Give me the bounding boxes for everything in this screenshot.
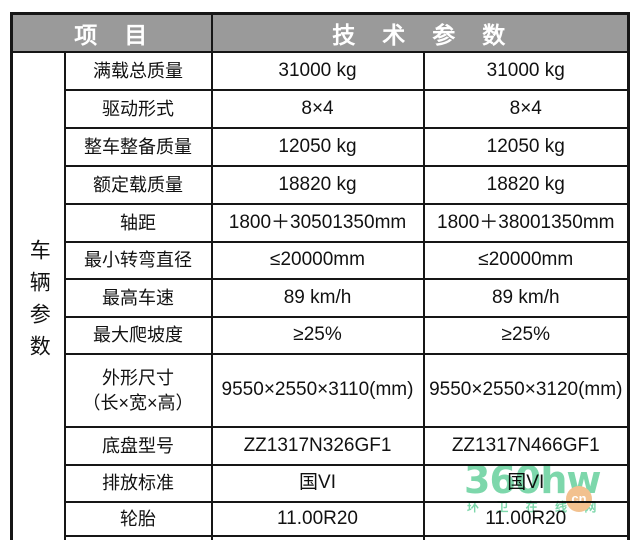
spec-value-1: ≤20000mm xyxy=(210,241,425,280)
header-item: 项 目 xyxy=(10,12,213,53)
spec-label: 驱动形式 xyxy=(63,89,213,129)
spec-row: 最小转弯直径 ≤20000mm ≤20000mm xyxy=(12,241,630,280)
spec-row: 轴距 1800＋30501350mm 1800＋38001350mm xyxy=(12,203,630,243)
spec-row: 外形尺寸 （长×宽×高） 9550×2550×3110(mm) 9550×2550×… xyxy=(12,353,630,428)
spec-value-1: 12050 kg xyxy=(210,127,425,167)
spec-value-2: 12050 kg xyxy=(422,127,630,167)
spec-label: 最小转弯直径 xyxy=(63,241,213,280)
spec-row: 整车整备质量 12050 kg 12050 kg xyxy=(12,127,630,167)
spec-value-2: ≤20000mm xyxy=(422,241,630,280)
header-row: 项 目 技 术 参 数 xyxy=(10,12,630,53)
spec-label: 底盘型号 xyxy=(63,426,213,466)
spec-value-1: 9550×2550×3110(mm) xyxy=(210,353,425,428)
spec-value-2: 18820 kg xyxy=(422,165,630,205)
spec-row: 最高车速 89 km/h 89 km/h xyxy=(12,278,630,318)
header-technical-params: 技 术 参 数 xyxy=(210,12,630,53)
spec-value-2: 31000 kg xyxy=(422,51,630,91)
spec-row: 驱动形式 8×4 8×4 xyxy=(12,89,630,129)
spec-value-1: 国VI xyxy=(210,464,425,503)
spec-label: 外形尺寸 （长×宽×高） xyxy=(63,353,213,428)
spec-value-2: 8×4 xyxy=(422,89,630,129)
spec-row: 车辆参数 满载总质量 31000 kg 31000 kg xyxy=(10,51,630,540)
spec-row: 额定载质量 18820 kg 18820 kg xyxy=(12,165,630,205)
spec-label: 轴距 xyxy=(63,203,213,243)
spec-label: 整车整备质量 xyxy=(63,127,213,167)
spec-value-2: 1800＋38001350mm xyxy=(422,203,630,243)
spec-value-1: ≥25% xyxy=(210,316,425,355)
spec-table: 项 目 技 术 参 数 车辆参数 满载总质量 31000 kg 31000 kg 驱动形… xyxy=(10,12,630,540)
spec-row: 最大爬坡度 ≥25% ≥25% xyxy=(12,316,630,355)
spec-row: 轮胎 11.00R20 11.00R20 xyxy=(12,501,630,537)
spec-value-1: 18820 kg xyxy=(210,165,425,205)
spec-value-1: ZZ1317N326GF1 xyxy=(210,426,425,466)
spec-value-1: 11.00R20 xyxy=(210,501,425,537)
spec-label: 满载总质量 xyxy=(63,51,213,91)
spec-value-2: 11.00R20 xyxy=(422,501,630,537)
spec-value-1: 1800＋30501350mm xyxy=(210,203,425,243)
spec-row: 排放标准 国VI 国VI xyxy=(12,464,630,503)
partial-row-cell xyxy=(210,535,425,540)
spec-value-1: 89 km/h xyxy=(210,278,425,318)
partial-row-cell xyxy=(63,535,213,540)
spec-value-1: 8×4 xyxy=(210,89,425,129)
spec-value-2: 国VI xyxy=(422,464,630,503)
partial-row xyxy=(12,535,630,540)
spec-value-2: ≥25% xyxy=(422,316,630,355)
spec-value-1: 31000 kg xyxy=(210,51,425,91)
spec-value-2: 89 km/h xyxy=(422,278,630,318)
spec-label: 额定载质量 xyxy=(63,165,213,205)
partial-row-cell xyxy=(422,535,630,540)
spec-label: 轮胎 xyxy=(63,501,213,537)
spec-label: 最高车速 xyxy=(63,278,213,318)
spec-row: 底盘型号 ZZ1317N326GF1 ZZ1317N466GF1 xyxy=(12,426,630,466)
spec-value-2: 9550×2550×3120(mm) xyxy=(422,353,630,428)
spec-label: 最大爬坡度 xyxy=(63,316,213,355)
group-label-text: 车辆参数 xyxy=(27,239,51,368)
spec-label: 排放标准 xyxy=(63,464,213,503)
spec-value-2: ZZ1317N466GF1 xyxy=(422,426,630,466)
group-label-vehicle-params: 车辆参数 xyxy=(10,51,66,540)
